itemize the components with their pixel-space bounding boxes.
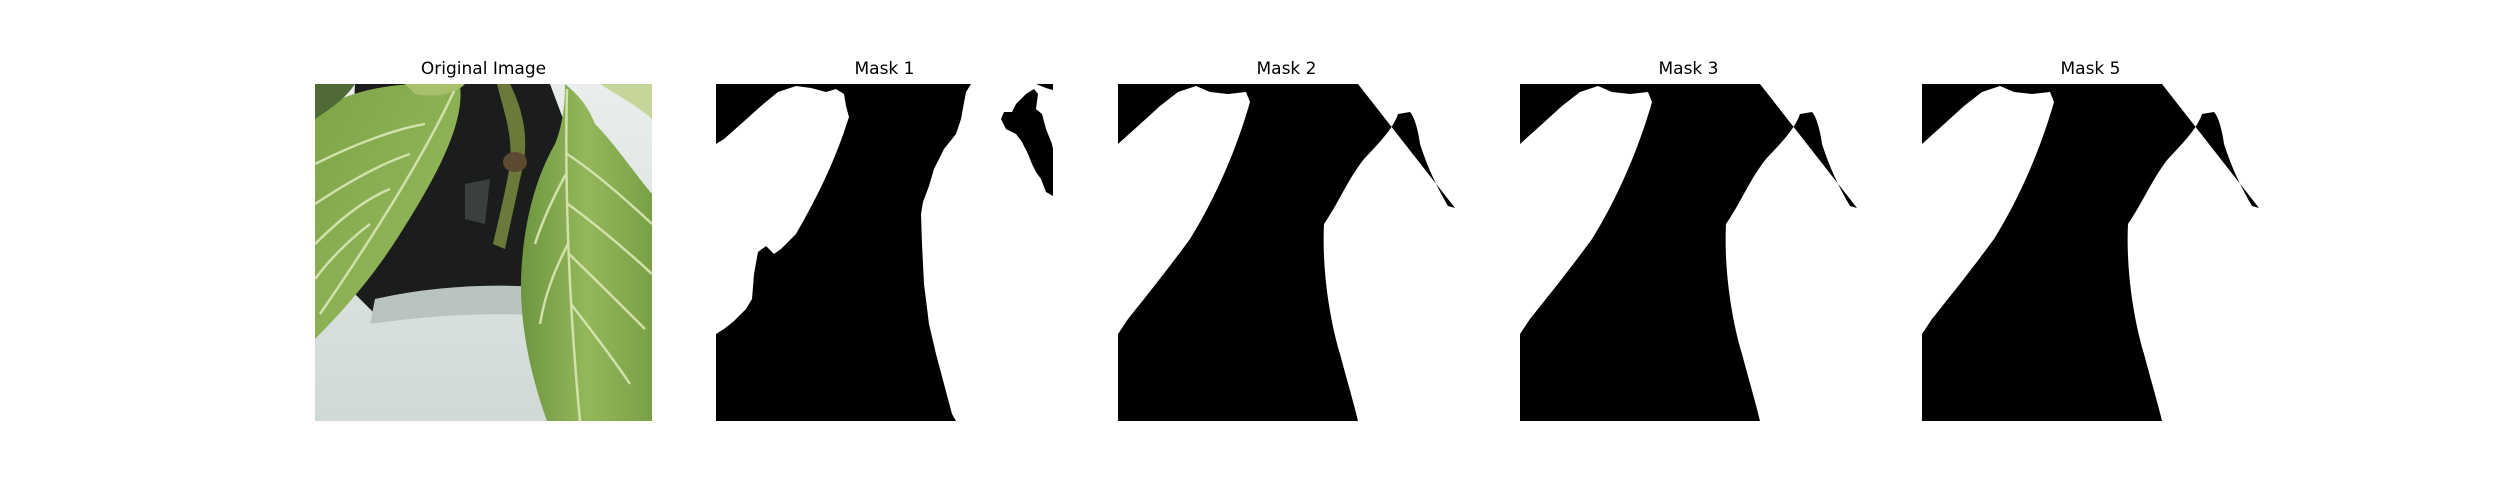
left-leaf-veins xyxy=(315,88,457,315)
mask-5-left-leaf-region xyxy=(1922,86,2054,334)
right-leaf-veins xyxy=(533,88,652,421)
mask-3-panel xyxy=(1520,84,1857,421)
mask-5-panel xyxy=(1922,84,2259,421)
mask-2-right-leaf-region xyxy=(1323,84,1455,421)
mask-2-image xyxy=(1118,84,1455,421)
panel-title-mask-5: Mask 5 xyxy=(2060,59,2121,79)
panel-title-original-image: Original Image xyxy=(420,59,547,79)
mask-2-panel xyxy=(1118,84,1455,421)
plant-photo xyxy=(315,84,652,421)
mask-5-right-leaf-region xyxy=(2127,84,2259,421)
mask-3-left-leaf-region xyxy=(1520,86,1652,334)
stem xyxy=(493,84,526,249)
mask-3-image xyxy=(1520,84,1857,421)
panel-title-mask-1: Mask 1 xyxy=(854,59,915,79)
mask-5-image xyxy=(1922,84,2259,421)
mask-3-right-leaf-region xyxy=(1725,84,1857,421)
panel-title-mask-2: Mask 2 xyxy=(1256,59,1317,79)
right-leaf xyxy=(520,84,652,421)
mask-1-panel xyxy=(716,84,1053,421)
original-image-panel xyxy=(315,84,652,421)
mask-1-right-leaf-region xyxy=(921,84,1053,421)
mask-1-left-leaf-region xyxy=(716,86,849,334)
panel-title-mask-3: Mask 3 xyxy=(1658,59,1719,79)
mask-2-left-leaf-region xyxy=(1118,86,1250,334)
mask-1-image xyxy=(716,84,1053,421)
